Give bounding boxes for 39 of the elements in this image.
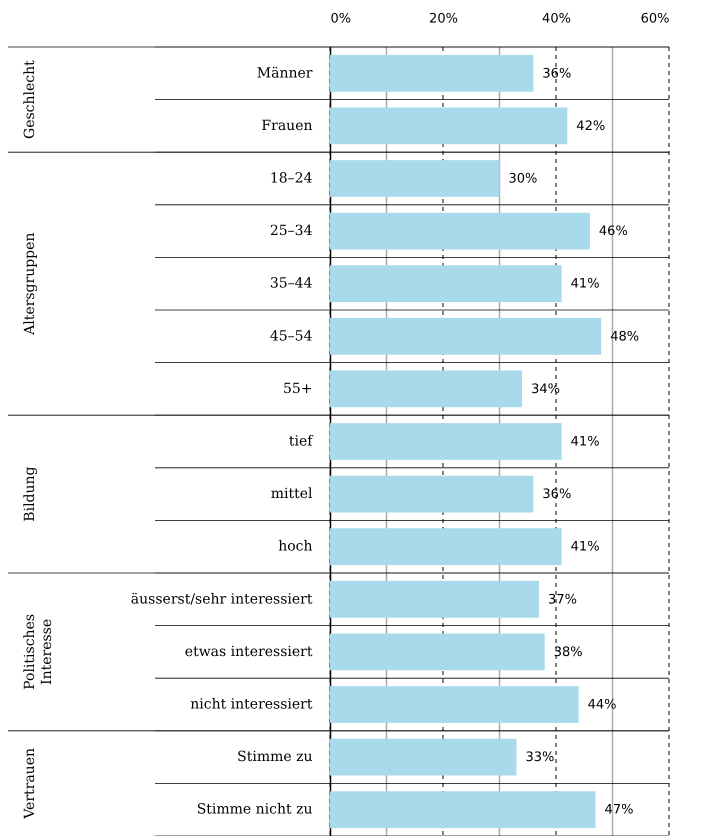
data-label: 48% (610, 329, 640, 344)
x-tick-label: 20% (429, 12, 458, 26)
data-label: 42% (576, 118, 606, 134)
data-label: 30% (508, 172, 538, 186)
data-label: 36% (542, 66, 572, 82)
y-tick-label: Stimme nicht zu (196, 802, 312, 818)
y-tick-label: mittel (270, 486, 314, 502)
y-tick-label: etwas interessiert (184, 644, 313, 660)
y-tick-label: 18–24 (270, 170, 313, 186)
data-label: 34% (531, 382, 560, 397)
data-label: 37% (548, 592, 577, 608)
data-label: 41% (570, 434, 600, 450)
data-label: 44% (588, 698, 617, 712)
y-tick-label: tief (288, 434, 314, 450)
text: Bildung (22, 466, 38, 522)
y-tick-label: Männer (256, 65, 313, 82)
x-tick-label: 0% (330, 12, 352, 26)
data-label: 33% (525, 750, 554, 766)
text: Altersgruppen (22, 232, 38, 336)
text: Geschlecht (22, 60, 38, 139)
text: Vertrauen (22, 748, 38, 820)
text: Politisches Interesse (22, 614, 55, 690)
y-tick-label: Stimme zu (237, 749, 312, 766)
data-label: 41% (570, 276, 600, 292)
y-tick-label: äusserst/sehr interessiert (130, 591, 313, 608)
data-label: 41% (570, 540, 600, 555)
data-label: 47% (604, 802, 634, 818)
data-label: 46% (598, 224, 628, 240)
y-tick-label: nicht interessiert (190, 696, 313, 712)
y-tick-label: 25–34 (270, 223, 313, 240)
y-tick-label: Frauen (261, 118, 312, 134)
y-tick-label: 35–44 (270, 276, 313, 292)
y-tick-label: 55+ (282, 380, 312, 397)
y-tick-label: hoch (278, 538, 312, 555)
x-tick-label: 60% (640, 12, 670, 26)
y-tick-label: 45–54 (270, 328, 313, 344)
data-label: 36% (542, 487, 572, 502)
data-label: 38% (554, 644, 583, 660)
x-tick-label: 40% (542, 12, 571, 26)
